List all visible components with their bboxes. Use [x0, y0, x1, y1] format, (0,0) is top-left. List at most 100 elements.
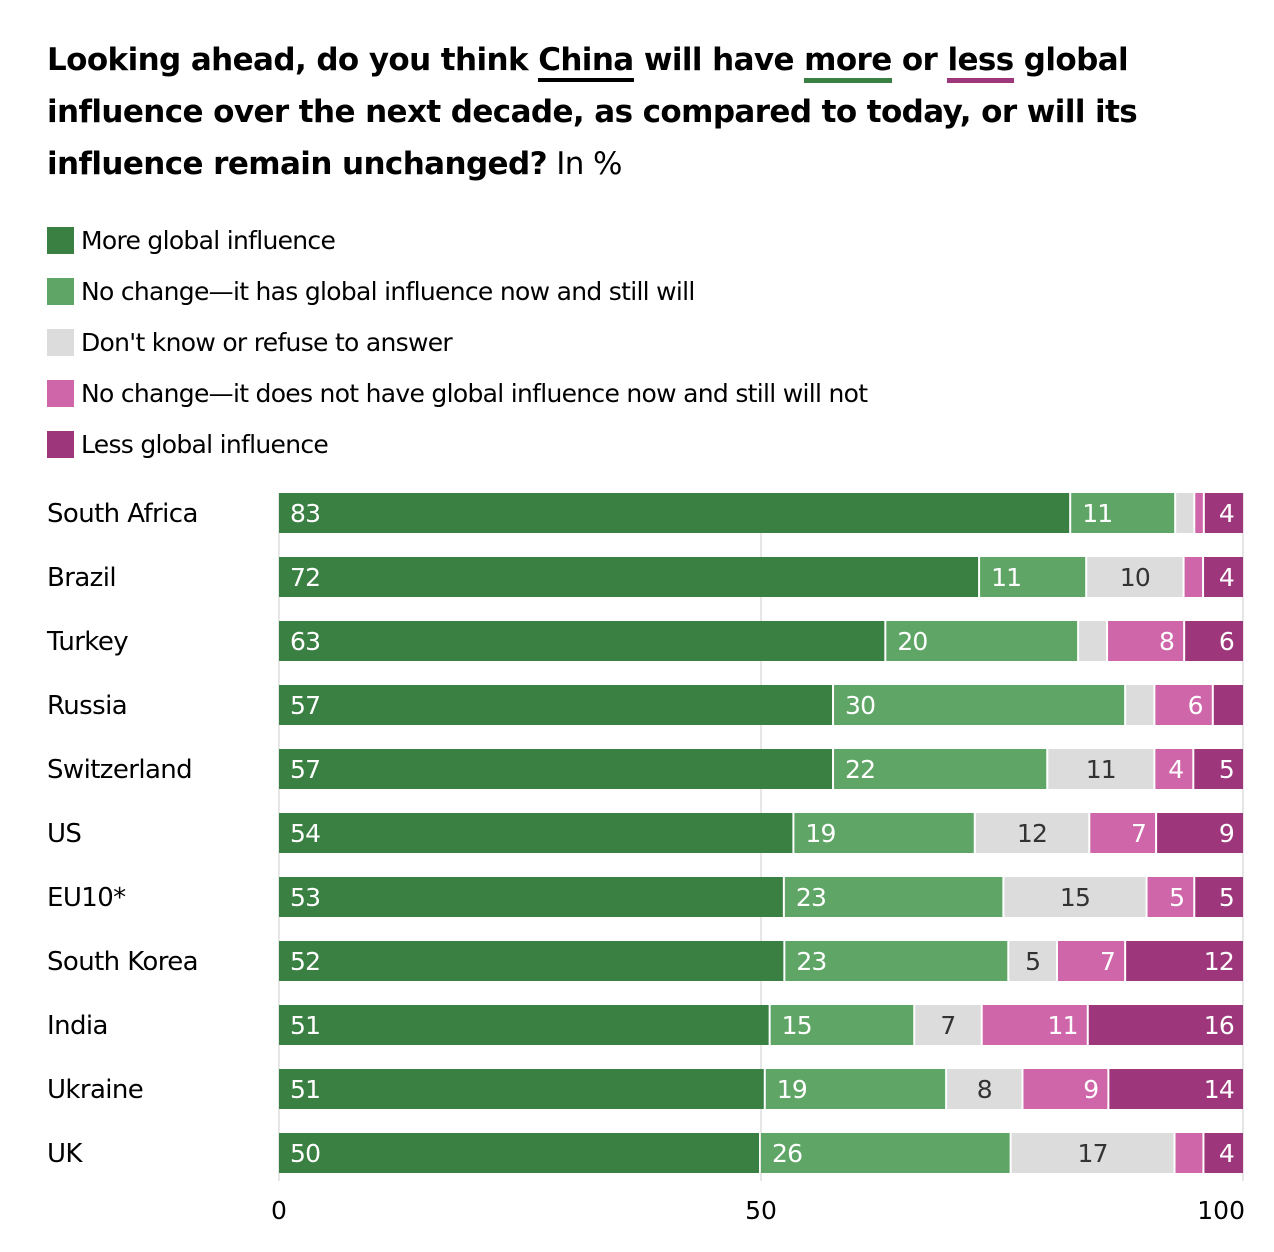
legend-item-less: Less global influence	[47, 430, 867, 459]
bar-segment-no-change-has	[784, 877, 1003, 917]
category-label: Ukraine	[47, 1075, 143, 1105]
bar-segment-dont-know	[1126, 685, 1154, 725]
data-label: 6	[1219, 627, 1234, 656]
bar-segment-no-change-has	[761, 1133, 1010, 1173]
legend-swatch	[47, 431, 74, 458]
data-label: 57	[290, 755, 320, 784]
bar-segment-more	[279, 1069, 764, 1109]
title-less-underlined: less	[947, 42, 1014, 83]
data-label: 30	[845, 691, 875, 720]
data-label: 10	[1120, 563, 1150, 592]
category-label: Turkey	[46, 627, 128, 657]
bar-segment-dont-know	[1011, 1133, 1174, 1173]
bar-segment-less	[1194, 749, 1243, 789]
data-label: 7	[1100, 947, 1115, 976]
x-tick-label: 0	[271, 1196, 287, 1225]
data-label: 54	[290, 819, 320, 848]
category-label: Switzerland	[47, 755, 192, 785]
data-label: 6	[1188, 691, 1203, 720]
bar-segment-more	[279, 557, 979, 597]
bar-segment-no-change-not	[1147, 877, 1194, 917]
data-label: 19	[805, 819, 835, 848]
bar-segment-no-change-not	[1108, 621, 1184, 661]
bar-segment-more	[279, 685, 833, 725]
title-text: global influence over the next decade, a…	[47, 42, 1138, 182]
bar-segment-less	[1088, 1005, 1243, 1045]
category-label: India	[47, 1011, 108, 1041]
bar-segment-dont-know	[1009, 941, 1056, 981]
bar-segment-more	[279, 621, 885, 661]
data-label: 23	[796, 947, 826, 976]
data-label: 20	[897, 627, 927, 656]
bar-segment-less	[1126, 941, 1243, 981]
data-label: 5	[1219, 883, 1234, 912]
bar-segment-dont-know	[1004, 877, 1146, 917]
bar-segment-dont-know	[1079, 621, 1107, 661]
bar-segment-no-change-not	[1090, 813, 1156, 853]
bar-segment-less	[1204, 557, 1243, 597]
data-label: 17	[1077, 1139, 1107, 1168]
data-label: 4	[1219, 1139, 1234, 1168]
bar-segment-more	[279, 1133, 759, 1173]
data-label: 51	[290, 1075, 320, 1104]
data-label: 11	[1086, 755, 1116, 784]
data-label: 72	[290, 563, 320, 592]
data-label: 26	[772, 1139, 802, 1168]
category-label: Brazil	[47, 563, 116, 593]
title-text: Looking ahead, do you think	[47, 42, 539, 78]
bar-segment-less	[1157, 813, 1243, 853]
data-label: 23	[796, 883, 826, 912]
bar-segment-no-change-has	[834, 749, 1047, 789]
legend-item-more: More global influence	[47, 226, 867, 255]
data-label: 16	[1204, 1011, 1234, 1040]
bar-segment-no-change-has	[770, 1005, 914, 1045]
category-label: UK	[47, 1139, 83, 1169]
bar-segment-more	[279, 749, 833, 789]
x-tick-label: 50	[745, 1196, 777, 1225]
title-unit: In %	[546, 146, 622, 182]
x-tick-label: 100	[1197, 1196, 1245, 1225]
bar-segment-no-change-not	[1184, 557, 1203, 597]
bar-segment-no-change-not	[982, 1005, 1087, 1045]
category-label: South Korea	[47, 947, 198, 977]
bar-segment-dont-know	[1176, 493, 1194, 533]
data-label: 9	[1219, 819, 1234, 848]
data-label: 9	[1083, 1075, 1098, 1104]
data-label: 53	[290, 883, 320, 912]
data-label: 15	[1060, 883, 1090, 912]
category-label: EU10*	[47, 883, 126, 913]
legend-swatch	[47, 278, 74, 305]
data-label: 7	[1131, 819, 1146, 848]
data-label: 4	[1219, 563, 1234, 592]
data-label: 83	[290, 499, 320, 528]
bar-segment-less	[1195, 877, 1243, 917]
bar-segment-no-change-not	[1155, 749, 1193, 789]
bar-segment-more	[279, 493, 1070, 533]
bar-segment-dont-know	[975, 813, 1089, 853]
bar-segment-no-change-not	[1155, 685, 1212, 725]
bar-segment-no-change-has	[765, 1069, 946, 1109]
bar-segment-no-change-not	[1195, 493, 1203, 533]
legend-label: No change—it does not have global influe…	[81, 379, 868, 408]
data-label: 19	[777, 1075, 807, 1104]
bar-segment-less	[1109, 1069, 1243, 1109]
bar-segment-no-change-has	[886, 621, 1078, 661]
data-label: 12	[1017, 819, 1047, 848]
category-label: US	[47, 819, 81, 849]
data-label: 11	[1082, 499, 1112, 528]
bar-segment-dont-know	[915, 1005, 981, 1045]
bar-segment-more	[279, 941, 784, 981]
data-label: 5	[1219, 755, 1234, 784]
title-more-underlined: more	[804, 42, 892, 83]
legend-item-no-change-not: No change—it does not have global influe…	[47, 379, 868, 408]
bar-segment-less	[1204, 493, 1243, 533]
bar-segment-no-change-has	[834, 685, 1125, 725]
data-label: 11	[991, 563, 1021, 592]
category-label: South Africa	[47, 499, 198, 529]
bar-segment-less	[1204, 1133, 1243, 1173]
data-label: 63	[290, 627, 320, 656]
data-label: 5	[1025, 947, 1040, 976]
legend-label: More global influence	[81, 226, 336, 255]
data-label: 4	[1168, 755, 1183, 784]
